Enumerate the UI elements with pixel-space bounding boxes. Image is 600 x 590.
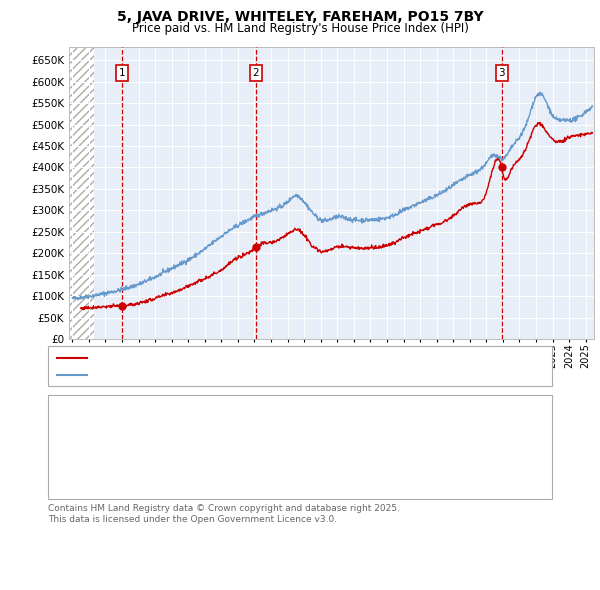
Text: £215,000: £215,000	[276, 442, 329, 452]
Text: 1: 1	[119, 68, 125, 78]
Text: 2: 2	[62, 442, 70, 452]
Text: 13% ↓ HPI: 13% ↓ HPI	[390, 475, 449, 485]
Text: 5, JAVA DRIVE, WHITELEY, FAREHAM, PO15 7BY (detached house): 5, JAVA DRIVE, WHITELEY, FAREHAM, PO15 7…	[93, 353, 431, 363]
Text: £77,750: £77,750	[276, 411, 322, 421]
Text: £400,000: £400,000	[276, 475, 329, 485]
Text: 3: 3	[498, 68, 505, 78]
Text: 5, JAVA DRIVE, WHITELEY, FAREHAM, PO15 7BY: 5, JAVA DRIVE, WHITELEY, FAREHAM, PO15 7…	[116, 10, 484, 24]
Text: 28% ↓ HPI: 28% ↓ HPI	[390, 411, 449, 421]
Text: 2: 2	[253, 68, 259, 78]
Text: 1: 1	[62, 411, 70, 421]
Text: 31-JAN-2005: 31-JAN-2005	[108, 442, 178, 452]
Text: HPI: Average price, detached house, Fareham: HPI: Average price, detached house, Fare…	[93, 370, 331, 380]
Text: Contains HM Land Registry data © Crown copyright and database right 2025.
This d: Contains HM Land Registry data © Crown c…	[48, 504, 400, 524]
Text: Price paid vs. HM Land Registry's House Price Index (HPI): Price paid vs. HM Land Registry's House …	[131, 22, 469, 35]
Text: 26% ↓ HPI: 26% ↓ HPI	[390, 442, 449, 452]
Text: 05-DEC-2019: 05-DEC-2019	[108, 475, 182, 485]
Bar	[69, 47, 94, 339]
Text: 3: 3	[62, 475, 70, 485]
Text: 30-DEC-1996: 30-DEC-1996	[108, 411, 182, 421]
